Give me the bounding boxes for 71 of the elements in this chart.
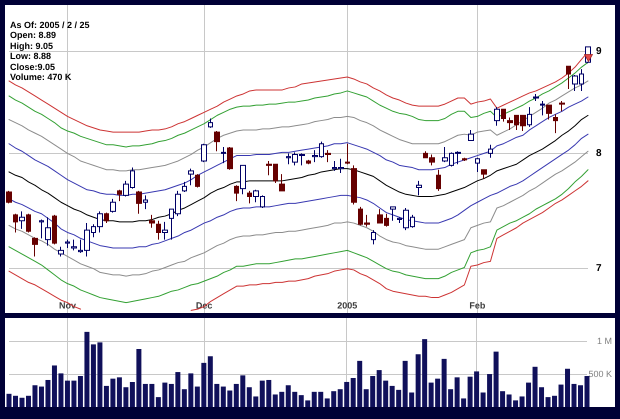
- candlestick: [488, 144, 493, 158]
- x-tick-label: Feb: [469, 300, 486, 310]
- candlestick: [52, 214, 57, 245]
- candlestick: [110, 198, 116, 214]
- candlestick: [214, 130, 220, 152]
- candlestick: [6, 190, 12, 204]
- candlestick: [416, 180, 422, 196]
- candlestick: [559, 100, 565, 112]
- candlestick: [306, 159, 311, 165]
- candlestick: [45, 216, 51, 246]
- y-tick-label: 500 K: [588, 369, 612, 380]
- candlestick: [136, 190, 142, 214]
- candlestick: [32, 236, 38, 257]
- annotation: Low: 8.88: [10, 51, 52, 62]
- candlestick: [462, 157, 467, 162]
- x-tick-label: Nov: [59, 300, 76, 310]
- annotation: Volume: 470 K: [10, 72, 72, 82]
- line-series: [8, 114, 588, 222]
- candlestick: [494, 106, 500, 126]
- candlestick: [58, 246, 64, 257]
- candlestick: [527, 106, 532, 128]
- candlestick: [468, 129, 474, 142]
- y-tick-label: 8: [596, 148, 602, 159]
- candlestick: [390, 206, 396, 222]
- candlestick: [351, 164, 357, 206]
- line-series: [8, 96, 588, 196]
- candlestick: [182, 181, 187, 193]
- candlestick: [221, 146, 226, 164]
- candlestick: [481, 169, 487, 180]
- candlestick: [227, 146, 233, 170]
- candlestick: [65, 239, 70, 248]
- candlestick: [566, 66, 571, 90]
- candlestick: [195, 174, 200, 188]
- candlestick: [71, 239, 77, 251]
- line-series: [8, 80, 588, 172]
- candlestick: [501, 108, 506, 122]
- candlestick: [533, 93, 539, 102]
- candlestick: [553, 114, 558, 134]
- annotation: Open: 8.89: [10, 30, 56, 41]
- candlestick: [156, 220, 161, 240]
- candlestick: [188, 168, 194, 186]
- candlestick: [240, 164, 246, 195]
- candlestick: [345, 143, 350, 165]
- candlestick: [436, 169, 441, 192]
- y-tick-label: 9: [596, 46, 602, 58]
- candlestick: [475, 157, 480, 172]
- candlestick: [143, 194, 148, 210]
- candlestick: [540, 100, 545, 116]
- candlestick: [546, 104, 552, 120]
- candlestick: [104, 212, 109, 224]
- annotation: Close:9.05: [10, 62, 56, 72]
- candlestick: [247, 190, 252, 204]
- candlestick: [13, 213, 18, 233]
- y-tick-label: 7: [596, 263, 602, 274]
- candlestick: [208, 118, 213, 128]
- candlestick: [234, 184, 239, 202]
- x-tick-label: 2005: [337, 300, 358, 310]
- candlestick: [39, 219, 44, 239]
- line-series: [8, 150, 588, 277]
- candlestick: [149, 214, 155, 228]
- annotation: As Of: 2005 / 2 / 25: [10, 20, 90, 30]
- annotation: High: 9.05: [10, 40, 54, 52]
- candlestick: [325, 150, 331, 163]
- candlestick: [371, 230, 376, 245]
- candlestick: [117, 189, 122, 202]
- candlestick: [19, 210, 25, 230]
- y-tick-label: 1 M: [596, 336, 612, 346]
- candlestick: [162, 221, 168, 240]
- candlestick: [279, 174, 285, 192]
- candlestick: [201, 143, 207, 163]
- candlestick: [26, 213, 31, 233]
